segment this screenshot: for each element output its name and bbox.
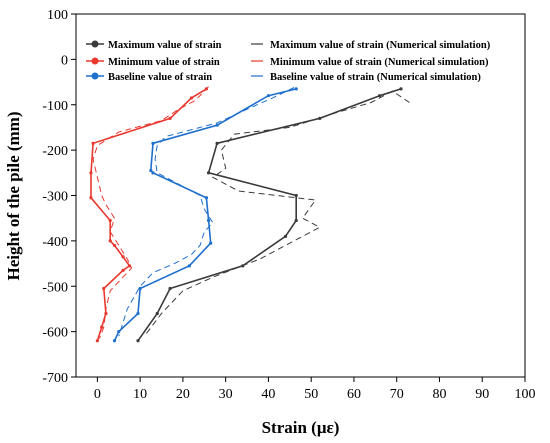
data-point [294, 87, 298, 91]
data-point [399, 87, 403, 91]
y-tick-label: 0 [61, 53, 68, 68]
x-tick-label: 0 [94, 387, 101, 402]
data-point [168, 116, 172, 120]
x-tick-label: 90 [475, 387, 489, 402]
axis-ticks [71, 13, 526, 382]
data-point [100, 325, 104, 329]
data-point [102, 286, 106, 291]
data-point [136, 339, 140, 343]
data-point [136, 311, 140, 316]
data-point [91, 141, 95, 145]
y-tick-label: -100 [42, 99, 68, 114]
y-tick-label: 100 [47, 8, 68, 23]
legend-marker [91, 72, 99, 80]
y-tick-label: -200 [42, 144, 68, 159]
data-point [89, 171, 93, 175]
series-line-2 [113, 88, 297, 342]
series-line-4 [92, 86, 209, 339]
data-point [189, 96, 194, 100]
data-point [209, 241, 213, 245]
y-tick-label: -600 [42, 326, 68, 341]
data-point [204, 196, 209, 200]
data-point [155, 311, 159, 316]
series-layer [89, 86, 410, 343]
legend-label: Minimum value of strain [108, 57, 220, 68]
data-point [121, 255, 125, 259]
y-tick-labels: 100 0 -100 -200 -300 -400 -500 -600 -700 [42, 8, 68, 386]
data-point [266, 94, 271, 98]
y-axis-title: Height of the pile (mm) [4, 111, 23, 280]
x-tick-label: 30 [219, 387, 233, 402]
legend-label: Baseline value of strain (Numerical simu… [270, 72, 481, 83]
legend-label: Maximum value of strain [108, 40, 222, 51]
data-point [283, 234, 288, 238]
legend: Maximum value of strain Maximum value of … [86, 40, 491, 83]
x-tick-labels: 0 10 20 30 40 50 60 70 80 90 100 [94, 387, 536, 402]
x-tick-label: 60 [347, 387, 361, 402]
plot-frame [75, 13, 526, 378]
x-tick-label: 70 [390, 387, 404, 402]
data-point [215, 123, 219, 127]
data-point [215, 141, 219, 145]
data-point [318, 116, 322, 120]
legend-label: Minimum value of strain (Numerical simul… [270, 57, 489, 68]
data-point [112, 339, 117, 343]
data-point [206, 218, 211, 223]
x-tick-label: 10 [133, 387, 147, 402]
data-point [117, 330, 121, 334]
data-point [187, 264, 191, 268]
series-line-5 [118, 87, 295, 337]
data-point [121, 268, 125, 272]
data-point [108, 218, 112, 223]
data-point [127, 264, 132, 268]
legend-marker [91, 57, 99, 65]
data-point [95, 339, 99, 343]
data-point [294, 218, 298, 223]
y-tick-label: -300 [42, 190, 68, 205]
data-point [206, 171, 211, 175]
legend-marker [91, 40, 99, 48]
x-tick-label: 40 [261, 387, 275, 402]
data-point [112, 243, 117, 248]
y-tick-label: -700 [42, 371, 68, 386]
data-point [149, 168, 153, 173]
data-point [138, 286, 142, 291]
series-line-1 [90, 88, 207, 341]
legend-label: Baseline value of strain [108, 72, 212, 83]
x-axis-title: Strain (με) [262, 418, 340, 437]
data-point [168, 286, 172, 291]
x-tick-label: 100 [515, 387, 536, 402]
x-tick-label: 80 [432, 387, 446, 402]
data-point [108, 239, 112, 243]
series-line-3 [144, 90, 410, 337]
data-point [89, 196, 93, 200]
x-tick-label: 20 [176, 387, 190, 402]
data-point [294, 193, 298, 198]
data-point [378, 94, 382, 98]
series-line-0 [137, 88, 402, 342]
legend-label: Maximum value of strain (Numerical simul… [270, 40, 491, 51]
y-tick-label: -500 [42, 280, 68, 295]
x-tick-label: 50 [304, 387, 318, 402]
data-point [151, 171, 155, 175]
y-tick-label: -400 [42, 235, 68, 250]
data-point [151, 141, 155, 145]
